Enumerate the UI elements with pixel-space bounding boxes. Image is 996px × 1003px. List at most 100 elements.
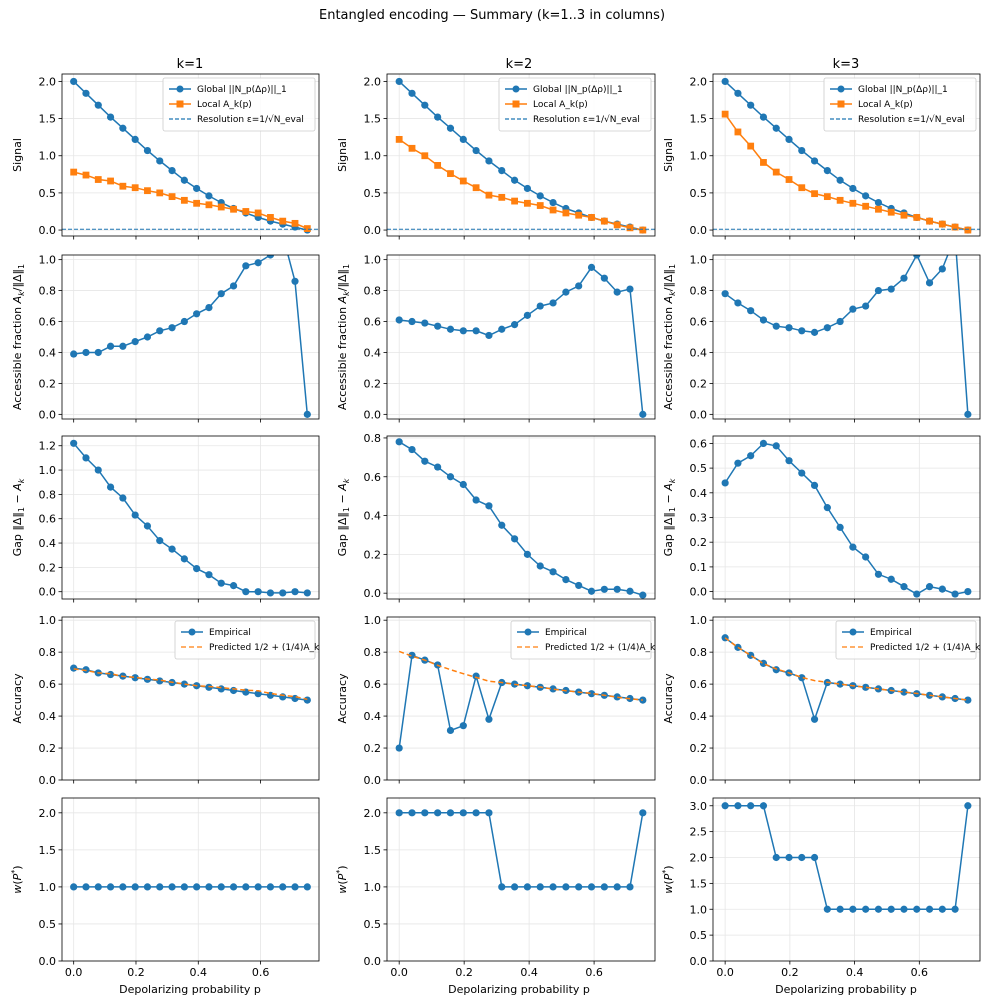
y-tick-label: 1.0 bbox=[690, 903, 708, 916]
data-point bbox=[759, 113, 768, 121]
data-point bbox=[639, 696, 647, 704]
data-point bbox=[498, 167, 506, 175]
legend-entry: Empirical bbox=[209, 628, 251, 638]
y-tick-label: 2.0 bbox=[690, 852, 708, 865]
data-point bbox=[303, 410, 311, 418]
y-tick-label: 0.2 bbox=[364, 377, 382, 390]
data-point bbox=[549, 685, 557, 693]
y-label-part: k bbox=[17, 478, 26, 483]
data-point bbox=[168, 167, 176, 175]
data-point bbox=[217, 685, 225, 693]
data-point bbox=[472, 184, 480, 192]
y-tick-label: 0.2 bbox=[364, 548, 382, 561]
plot-area bbox=[721, 255, 972, 418]
data-point bbox=[613, 288, 621, 296]
x-tick-label: 0.6 bbox=[911, 966, 929, 979]
y-axis-label: Accuracy bbox=[662, 673, 675, 724]
data-point bbox=[810, 157, 819, 165]
data-point bbox=[862, 302, 870, 310]
y-label-part: * bbox=[10, 870, 19, 874]
legend-entry: Empirical bbox=[545, 628, 587, 638]
y-label-part: A bbox=[336, 296, 349, 305]
data-point bbox=[562, 209, 570, 217]
y-tick-label: 2.0 bbox=[364, 75, 382, 88]
y-tick-label: 0.4 bbox=[364, 346, 382, 359]
data-point bbox=[511, 176, 519, 184]
data-point bbox=[810, 715, 819, 723]
data-point bbox=[639, 591, 647, 599]
data-point bbox=[836, 176, 844, 184]
legend-entry: Local A_k(p) bbox=[197, 100, 252, 110]
data-point bbox=[266, 883, 275, 891]
axes-frame bbox=[386, 73, 656, 237]
data-point bbox=[900, 583, 908, 591]
data-point bbox=[587, 883, 596, 891]
data-point bbox=[964, 802, 972, 810]
y-tick-label: 0.6 bbox=[364, 471, 382, 484]
y-tick-label: 0.2 bbox=[39, 561, 57, 574]
y-tick-label: 0.0 bbox=[364, 224, 382, 237]
panel-r3-c2: 0.0 0.2 0.4 0.6 0.8 Gap ‖Δ‖1 − Ak bbox=[336, 432, 656, 603]
y-label-part: w bbox=[11, 885, 24, 894]
legend: Global ||N_p(Δρ)||_1 Local A_k(p) Resoluti… bbox=[162, 77, 316, 132]
data-point bbox=[785, 135, 793, 143]
y-axis-label: w(P*) bbox=[335, 865, 349, 893]
data-point bbox=[498, 883, 506, 891]
data-point bbox=[913, 590, 921, 598]
y-tick-label: 0.8 bbox=[39, 488, 57, 501]
data-point bbox=[193, 184, 201, 193]
y-tick-label: 1.5 bbox=[39, 844, 57, 857]
data-point bbox=[523, 883, 531, 891]
y-label-part: k bbox=[342, 478, 351, 483]
panel-r4-c2: 0.0 0.2 0.4 0.6 0.8 1.0 Accuracy Empirical Predi… bbox=[336, 614, 656, 787]
data-point bbox=[205, 571, 213, 579]
data-point bbox=[485, 331, 493, 340]
data-point bbox=[498, 325, 506, 333]
data-point bbox=[107, 177, 114, 185]
y-label-part: 1 bbox=[668, 507, 677, 512]
legend-frame bbox=[174, 620, 316, 660]
data-point bbox=[836, 196, 844, 204]
data-point bbox=[434, 463, 442, 471]
data-point bbox=[421, 101, 429, 109]
data-point bbox=[279, 589, 287, 597]
data-point bbox=[303, 883, 311, 891]
y-tick-label: 2.0 bbox=[39, 75, 57, 88]
data-point bbox=[180, 680, 188, 688]
data-point bbox=[588, 214, 595, 221]
panel-r1-c3: 0.0 0.5 1.0 1.5 2.0 Signal Global ||N_p(Δρ)||_… bbox=[662, 73, 981, 240]
data-point bbox=[913, 214, 921, 221]
data-point bbox=[913, 905, 921, 913]
y-tick-label: 0.6 bbox=[364, 316, 382, 329]
data-point bbox=[180, 317, 188, 326]
legend-entry: Resolution ε=1/√N_eval bbox=[533, 114, 640, 125]
data-point bbox=[964, 696, 972, 704]
data-point bbox=[446, 124, 455, 132]
data-point bbox=[759, 802, 768, 810]
data-point bbox=[836, 905, 844, 913]
data-point bbox=[951, 905, 959, 913]
data-point bbox=[229, 883, 238, 891]
data-point bbox=[964, 226, 972, 234]
y-label-part: 1 bbox=[342, 264, 351, 269]
data-point bbox=[626, 224, 634, 232]
data-point bbox=[875, 205, 882, 213]
data-point bbox=[395, 135, 403, 143]
data-point bbox=[938, 585, 946, 593]
y-tick-label: 1.0 bbox=[364, 614, 382, 627]
data-point bbox=[511, 535, 519, 543]
y-tick-label: 0.2 bbox=[39, 377, 57, 390]
data-point bbox=[747, 142, 755, 150]
data-point bbox=[626, 883, 634, 891]
x-tick-label: 0.4 bbox=[846, 966, 864, 979]
y-label-part: k bbox=[668, 478, 677, 483]
y-label-part: w bbox=[336, 885, 349, 894]
data-point bbox=[849, 305, 857, 313]
legend-marker bbox=[176, 85, 184, 93]
data-point bbox=[168, 193, 176, 201]
data-point bbox=[575, 581, 583, 590]
data-point bbox=[951, 223, 959, 231]
y-tick-label: 2.5 bbox=[690, 826, 708, 839]
data-point bbox=[849, 543, 857, 551]
y-tick-label: 0.5 bbox=[364, 187, 382, 200]
